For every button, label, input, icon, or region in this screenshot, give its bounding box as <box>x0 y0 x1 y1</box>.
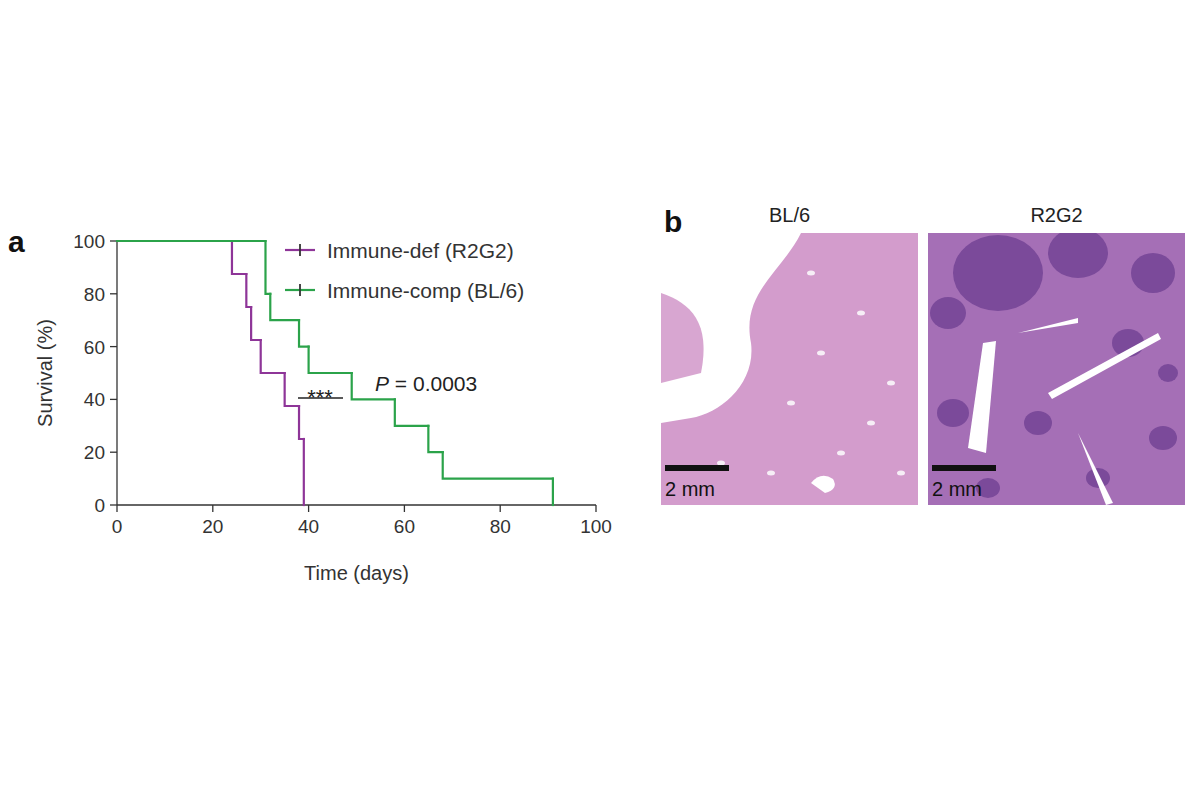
x-tick-label: 0 <box>112 516 123 537</box>
empty-space <box>661 233 801 423</box>
y-tick-label: 80 <box>84 284 105 305</box>
survival-step <box>552 479 554 505</box>
tumor-nodule <box>937 399 969 427</box>
x-tick-label: 40 <box>298 516 319 537</box>
y-tick <box>110 293 117 294</box>
histology-image <box>928 233 1185 505</box>
survival-step <box>117 240 265 242</box>
y-tick-label: 100 <box>73 231 105 252</box>
y-tick <box>110 504 117 505</box>
survival-step <box>303 439 305 505</box>
tissue <box>661 233 918 505</box>
scale-bar-label: 2 mm <box>665 478 715 500</box>
tumor-nodule <box>930 297 966 329</box>
plot-area <box>117 241 553 505</box>
scale-bar <box>932 465 996 471</box>
legend-censor-tick <box>299 244 301 256</box>
p-symbol: P <box>375 372 389 395</box>
y-tick <box>110 452 117 453</box>
legend-label: Immune-comp (BL/6) <box>327 279 524 302</box>
survival-step <box>265 241 270 294</box>
tumor-nodule <box>953 235 1043 311</box>
vessel <box>887 381 895 386</box>
tumor-nodule <box>1149 426 1177 450</box>
x-axis <box>117 504 596 505</box>
survival-step <box>299 406 304 439</box>
survival-step <box>285 373 299 406</box>
y-tick-label: 40 <box>84 389 105 410</box>
survival-step <box>395 399 429 425</box>
tumor-nodule <box>1048 233 1108 278</box>
image-title: BL/6 <box>769 204 810 226</box>
vessel <box>897 471 905 476</box>
x-tick-label: 60 <box>394 516 415 537</box>
y-axis-label: Survival (%) <box>34 319 56 427</box>
vessel <box>1048 333 1161 399</box>
legend-censor-tick <box>299 284 301 296</box>
survival-step <box>232 241 246 274</box>
vessel <box>1018 318 1078 333</box>
tissue-fold <box>661 293 704 383</box>
x-tick-label: 20 <box>202 516 223 537</box>
vessel <box>767 471 775 476</box>
tissue <box>928 233 1185 505</box>
y-tick-label: 0 <box>94 495 105 516</box>
survival-step <box>299 320 309 346</box>
vessel <box>968 341 996 453</box>
x-tick <box>500 505 501 512</box>
scale-bar <box>665 465 729 471</box>
vessel <box>1078 433 1113 505</box>
histology-image <box>661 233 918 505</box>
survival-step <box>270 294 299 320</box>
vessel <box>857 311 865 316</box>
x-tick <box>308 505 309 512</box>
survival-step <box>428 426 442 452</box>
vessel <box>811 476 835 493</box>
x-tick <box>212 505 213 512</box>
x-axis-label: Time (days) <box>304 562 409 584</box>
y-tick-label: 60 <box>84 337 105 358</box>
survival-step <box>246 274 251 307</box>
x-tick <box>404 505 405 512</box>
tumor-nodule <box>1131 253 1175 293</box>
vessel <box>717 461 725 466</box>
p-rest: = 0.0003 <box>389 372 477 395</box>
legend-label: Immune-def (R2G2) <box>327 239 514 262</box>
y-tick-label: 20 <box>84 442 105 463</box>
y-axis <box>116 241 117 505</box>
vessel <box>787 401 795 406</box>
survival-step <box>443 452 553 478</box>
survival-step <box>261 340 285 373</box>
vessel <box>837 451 845 456</box>
panel-label: a <box>8 225 25 258</box>
x-tick-label: 100 <box>580 516 612 537</box>
vessel <box>817 351 825 356</box>
vessel <box>867 421 875 426</box>
x-tick <box>595 505 596 512</box>
y-tick <box>110 346 117 347</box>
tumor-nodule <box>1158 364 1178 382</box>
vessel <box>807 271 815 276</box>
survival-step <box>309 347 352 373</box>
p-value: P = 0.0003 <box>375 372 477 395</box>
scale-bar-label: 2 mm <box>932 478 982 500</box>
image-title: R2G2 <box>1030 204 1082 226</box>
figure: a 0 20 40 60 80 100 0 20 40 60 80 100 Time (days) Surv… <box>0 0 1200 800</box>
x-tick <box>116 505 117 512</box>
y-tick <box>110 399 117 400</box>
x-tick-label: 80 <box>490 516 511 537</box>
tumor-nodule <box>1024 411 1052 435</box>
significance-bar <box>298 397 343 398</box>
survival-step <box>251 307 261 340</box>
